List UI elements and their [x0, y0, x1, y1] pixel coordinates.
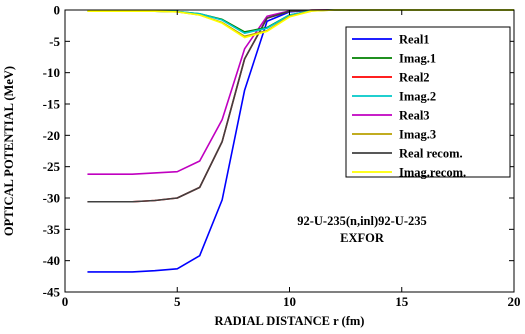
y-tick-label: -10 — [43, 65, 60, 80]
y-tick-label: -45 — [43, 285, 61, 300]
annotation-source: EXFOR — [340, 231, 385, 245]
ticks-layer: 0 5 10 15 20 0 -5 -10 -15 -20 -25 -30 -35 -40 -45 — [43, 3, 521, 310]
y-tick-label: -5 — [49, 34, 60, 49]
legend-box — [345, 26, 511, 178]
legend-label: Imag.1 — [399, 52, 436, 66]
x-tick-label: 0 — [62, 294, 69, 309]
legend-label: Real recom. — [399, 147, 463, 161]
y-tick-label: -30 — [43, 191, 60, 206]
legend-label: Imag.3 — [399, 128, 436, 142]
legend: Real1 Imag.1 Real2 Imag.2 Real3 Imag.3 Real re… — [345, 26, 511, 180]
y-tick-label: 0 — [54, 3, 61, 18]
annotation-reaction: 92-U-235(n,inl)92-U-235 — [297, 214, 427, 228]
x-tick-label: 15 — [395, 294, 409, 309]
legend-label: Real2 — [399, 71, 430, 85]
x-tick-label: 10 — [283, 294, 296, 309]
x-tick-label: 5 — [174, 294, 181, 309]
legend-label: Real1 — [399, 33, 430, 47]
y-tick-label: -40 — [43, 253, 60, 268]
annotation-layer: 92-U-235(n,inl)92-U-235 EXFOR — [297, 214, 427, 245]
y-axis-title: OPTICAL POTENTIAL (MeV) — [2, 66, 16, 236]
y-tick-label: -15 — [43, 97, 61, 112]
x-tick-label: 20 — [508, 294, 521, 309]
y-tick-label: -20 — [43, 128, 60, 143]
legend-items: Real1 Imag.1 Real2 Imag.2 Real3 Imag.3 Real re… — [352, 33, 466, 180]
x-axis-title: RADIAL DISTANCE r (fm) — [215, 314, 365, 328]
legend-label: Imag.2 — [399, 90, 436, 104]
y-tick-label: -35 — [43, 222, 61, 237]
legend-label: Imag.recom. — [399, 166, 466, 180]
y-tick-label: -25 — [43, 159, 61, 174]
legend-label: Real3 — [399, 109, 430, 123]
